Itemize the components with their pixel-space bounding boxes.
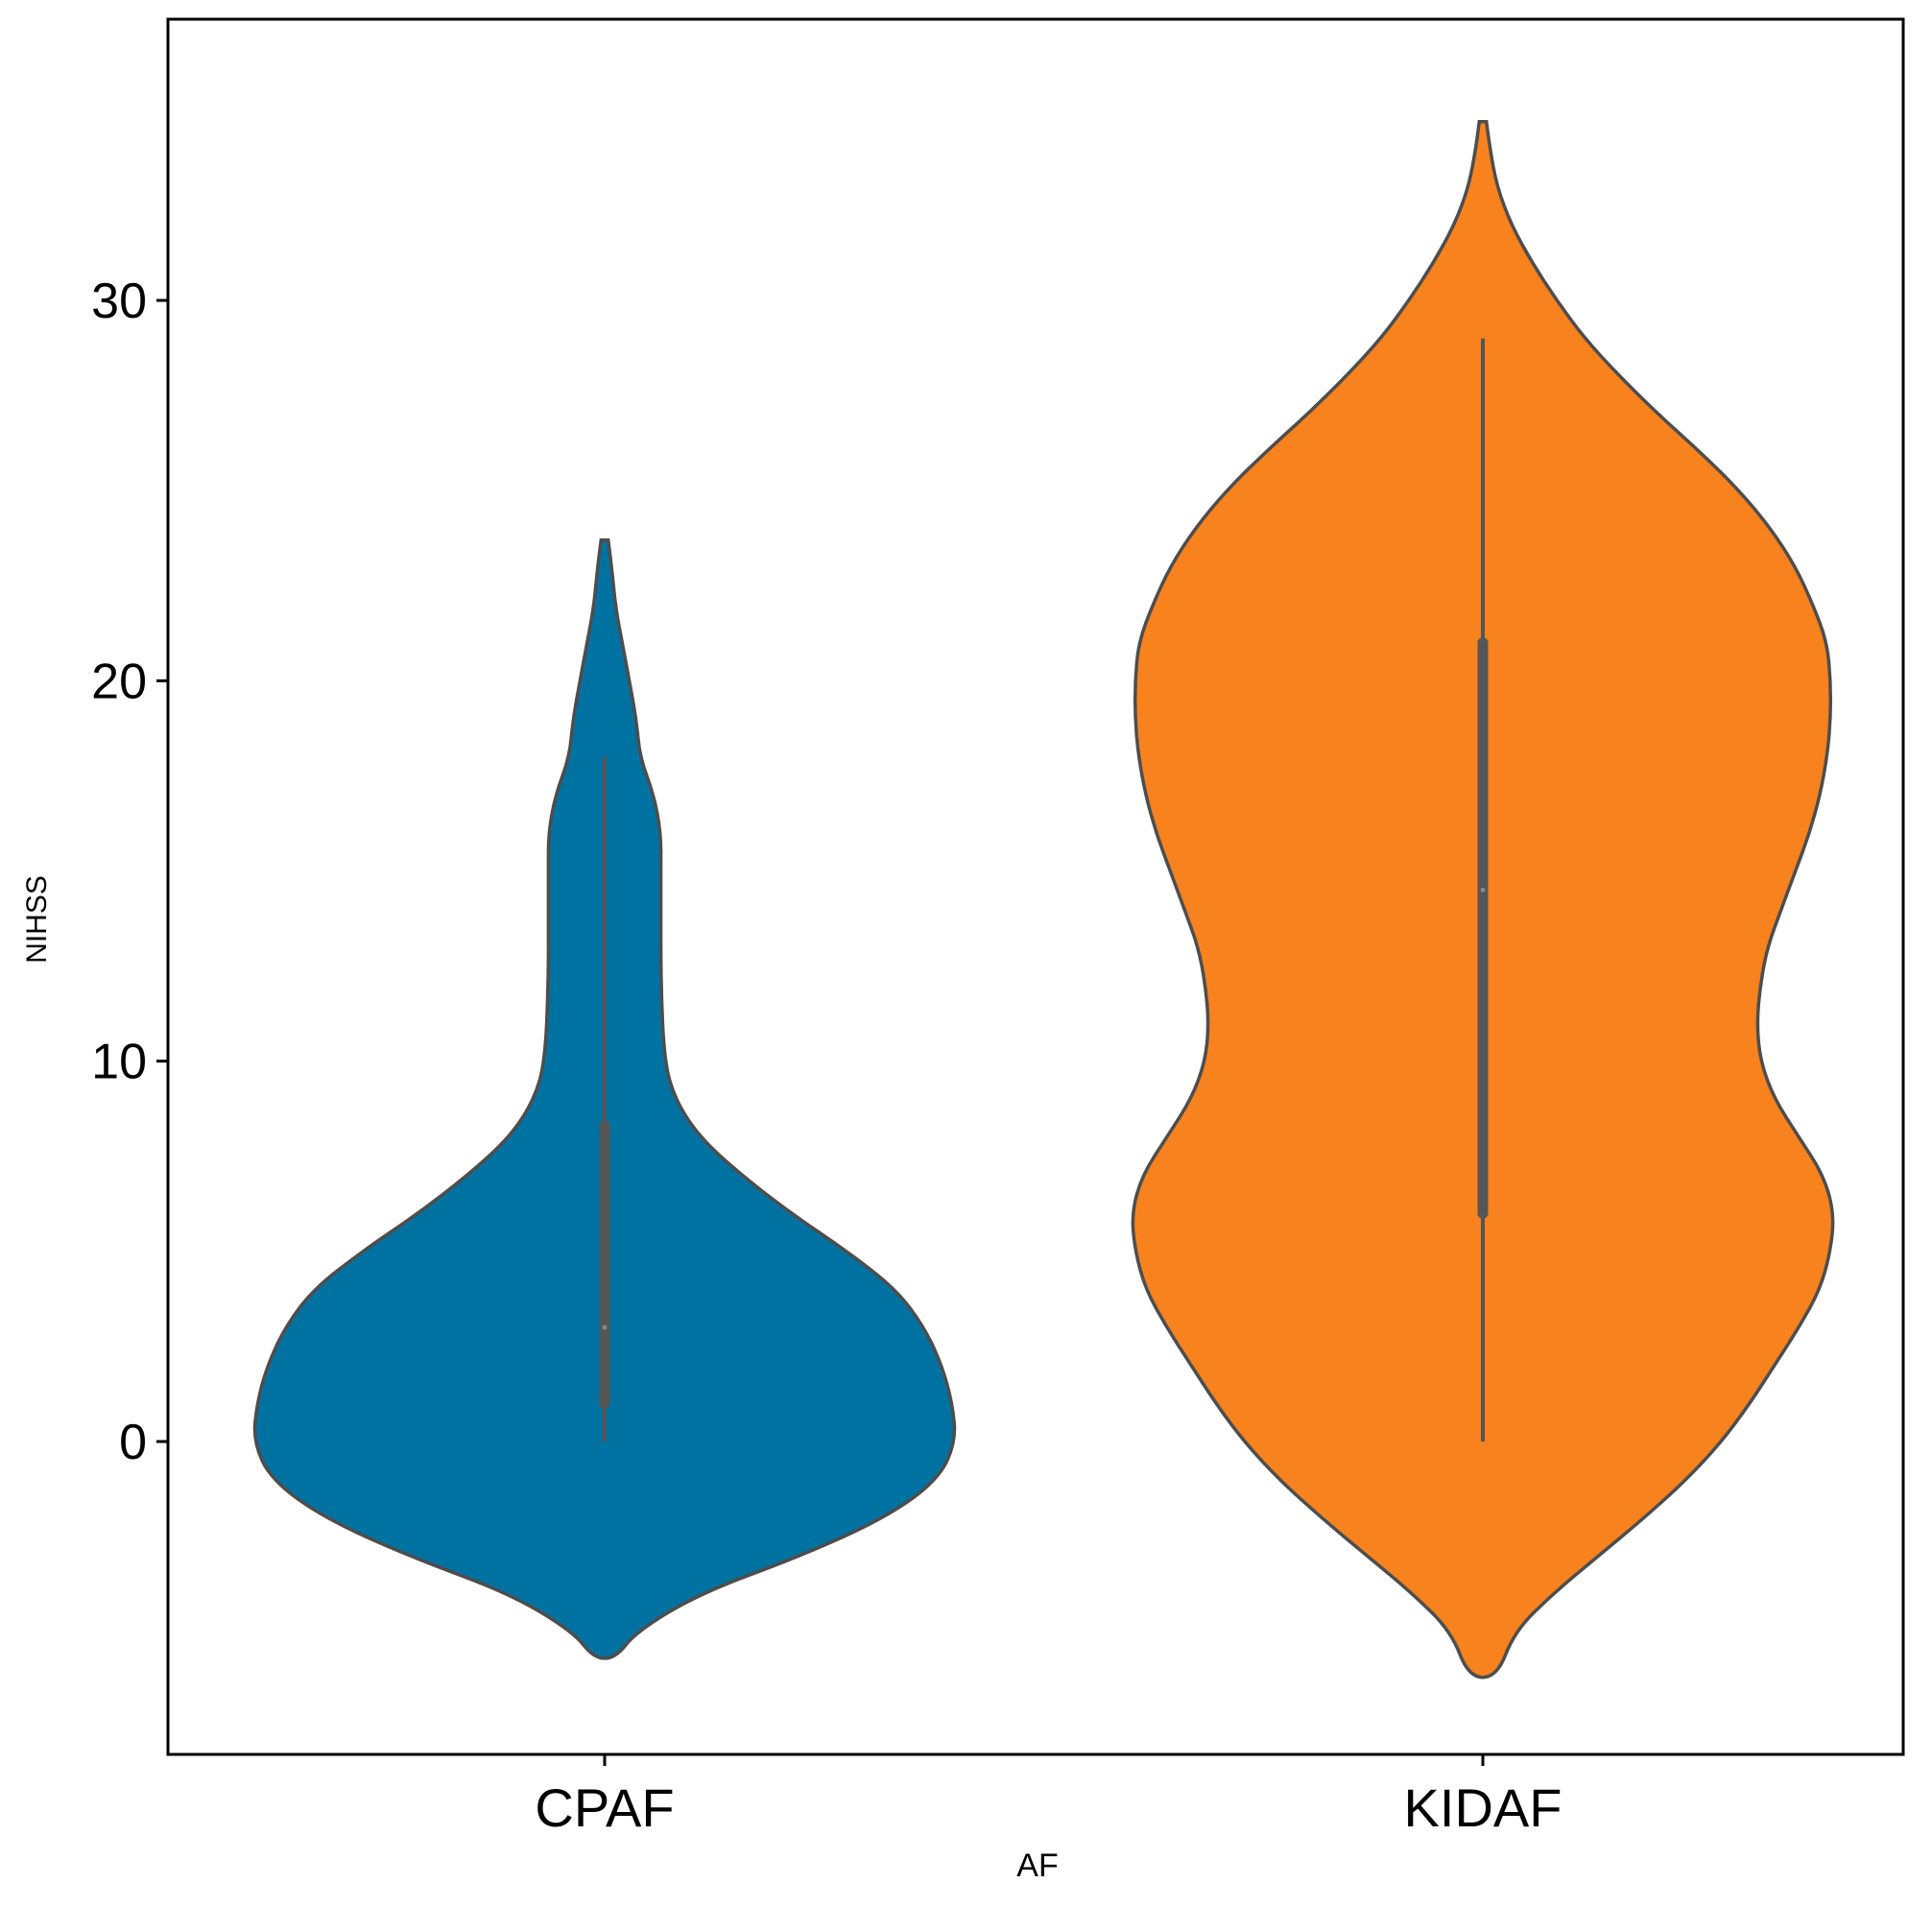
y-tick-label-30: 30 xyxy=(91,274,147,329)
median-cpaf xyxy=(602,1324,608,1330)
y-tick-label-0: 0 xyxy=(119,1415,147,1470)
median-kidaf xyxy=(1480,887,1486,893)
x-axis: CPAF KIDAF xyxy=(535,1754,1562,1838)
y-axis-title: NIHSS xyxy=(21,875,53,964)
x-axis-title: AF xyxy=(1016,1847,1058,1884)
plot-frame xyxy=(166,17,1905,1756)
violins xyxy=(252,119,1835,1680)
y-tick-label-20: 20 xyxy=(91,654,147,709)
x-tick-label-kidaf: KIDAF xyxy=(1404,1777,1562,1838)
x-tick-label-cpaf: CPAF xyxy=(535,1777,674,1838)
y-tick-label-10: 10 xyxy=(91,1035,147,1090)
y-axis: 0 10 20 30 xyxy=(91,274,168,1470)
